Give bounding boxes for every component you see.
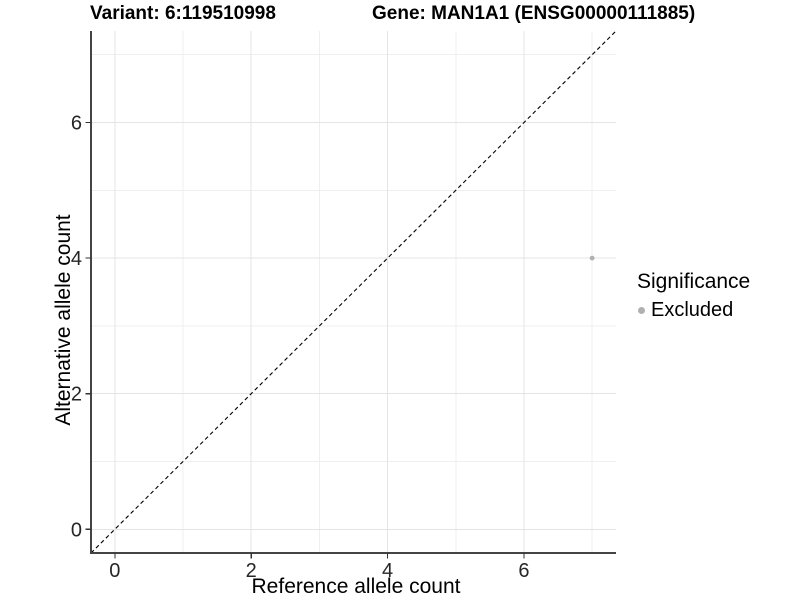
legend-entry-label: Excluded	[651, 299, 734, 321]
plot-title-variant: Variant: 6:119510998	[90, 3, 276, 24]
x-tick-label: 6	[518, 560, 529, 582]
identity-reference-line	[90, 30, 617, 554]
x-tick-label: 4	[382, 560, 393, 582]
y-tick-label: 2	[71, 384, 82, 406]
plot-title-gene: Gene: MAN1A1 (ENSG00000111885)	[372, 3, 696, 24]
legend: Significance Excluded	[637, 270, 750, 322]
x-axis-title: Reference allele count	[251, 575, 461, 598]
legend-entry-excluded: Excluded	[637, 299, 750, 322]
y-tick-label: 6	[71, 113, 82, 135]
legend-point-icon	[638, 307, 645, 314]
x-tick-label: 0	[109, 560, 120, 582]
legend-title: Significance	[637, 270, 751, 293]
x-tick-label: 2	[246, 560, 257, 582]
data-point-excluded	[589, 255, 595, 261]
y-tick-label: 0	[71, 519, 82, 541]
y-tick-label: 4	[71, 248, 82, 270]
